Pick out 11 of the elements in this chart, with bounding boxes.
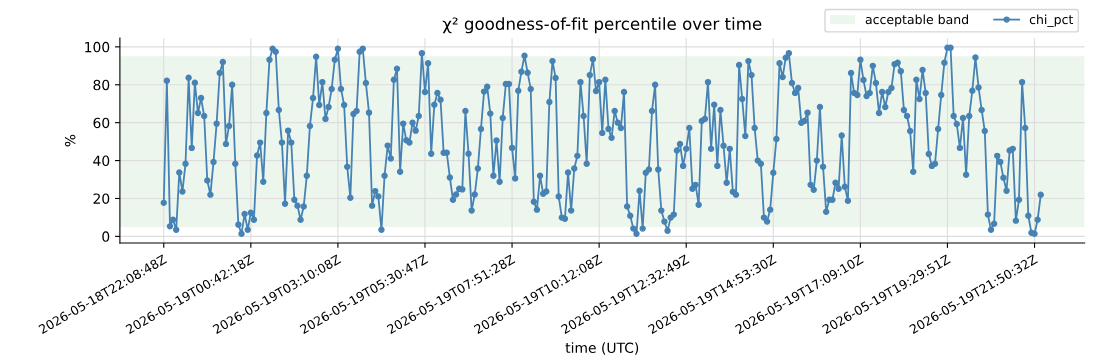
y-tick-label: 60 bbox=[93, 117, 110, 129]
y-tick-label: 20 bbox=[93, 193, 110, 204]
x-axis-title: time (UTC) bbox=[565, 342, 639, 355]
chart-title: χ² goodness-of-fit percentile over time bbox=[442, 17, 762, 34]
y-axis-title: % bbox=[64, 134, 76, 147]
y-tick-label: 80 bbox=[93, 79, 110, 91]
y-tick-label: 40 bbox=[93, 155, 110, 167]
legend-label: acceptable band bbox=[865, 14, 968, 27]
y-tick-label: 100 bbox=[85, 41, 110, 53]
y-tick-label: 0 bbox=[102, 231, 110, 242]
legend-label: chi_pct bbox=[1029, 14, 1074, 27]
